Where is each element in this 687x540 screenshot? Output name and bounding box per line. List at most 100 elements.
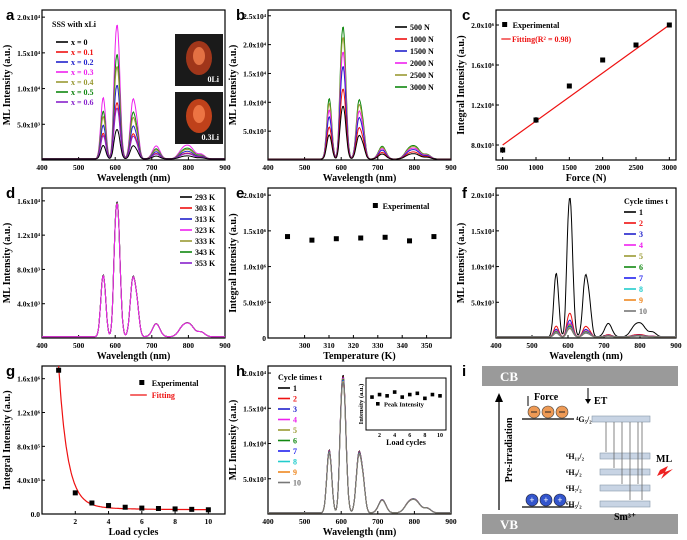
inset-point [423,396,427,401]
panel-c: c 500 1000 1500 2000 2500 3000 8.0x10⁵ 1.2x10⁶ 1.… [456,7,677,184]
x-tick-label: 900 [445,163,457,172]
inset-tick-label: 2 [378,433,381,439]
x-tick-label: 340 [397,341,409,350]
y-tick-label: 1.5x10⁴ [471,227,495,236]
x-tick-label: 400 [490,341,502,350]
pre-irradiation-label: Pre-irradiation [504,417,515,482]
x-axis-label: Force (N) [566,173,607,184]
legend-entry: Experimental [513,21,560,30]
x-tick-label: 400 [36,163,48,172]
legend-entry: x = 0.4 [71,78,94,87]
y-axis-label: ML Intensity (a.u.) [2,45,13,126]
y-tick-label: 5.0x10³ [243,475,267,484]
legend-entry: 10 [639,307,647,316]
legend-entry: Fitting(R² = 0.98) [512,35,572,44]
energy-level [599,500,651,508]
chart-title: SSS with xLi [52,20,97,29]
panel-label-c: c [462,7,470,24]
electron [539,493,553,507]
series-line-323-K [42,203,225,338]
panel-e: e 300 310 320 330 340 350 0 5.0x10⁵ 1.0x10⁶ 1.5x10… [228,185,452,362]
y-tick-label: 1.5x10⁶ [243,227,267,236]
panel-b: b 400 500 600 700 800 900 5.0x10³ 1.0x10⁴ 1.5x10⁴… [228,7,457,184]
legend-entry: 293 K [195,193,216,202]
y-tick-label: 2.0x10⁴ [243,41,267,50]
x-tick-label: 900 [670,341,682,350]
data-point [155,506,161,512]
inset-point [385,394,389,398]
data-point [566,83,572,89]
inset-label: 0Li [207,75,219,84]
plot-frame-d [41,187,226,339]
x-tick-label: 6 [140,517,144,526]
level-label: ⁶H₇/₂ [566,484,582,493]
y-tick-label: 1.2x10⁶ [17,409,41,418]
plot-frame-e [267,187,452,339]
x-tick-label: 500 [73,163,85,172]
legend-entry: x = 0.2 [71,58,94,67]
data-point [189,506,195,512]
data-point [106,503,112,509]
legend-entry: Fitting [152,391,175,400]
legend-entry: x = 0.5 [71,88,94,97]
data-point [309,237,315,243]
panel-label-f: f [462,185,468,202]
y-tick-label: 2.0x10⁶ [243,191,267,200]
x-tick-label: 600 [562,341,574,350]
valence-band [482,514,678,534]
x-tick-label: 700 [146,163,158,172]
legend-entry: 4 [639,241,643,250]
y-tick-label: 1.0x10⁴ [17,85,41,94]
legend-entry: 5 [293,426,297,435]
x-tick-label: 700 [598,341,610,350]
plus-sign: + [557,495,562,505]
series-line-1 [496,197,676,338]
y-tick-label: 0.0 [31,510,41,519]
x-tick-label: 600 [336,163,348,172]
y-tick-label: 8.0x10⁵ [471,141,495,150]
x-tick-label: 2000 [595,163,610,172]
ml-label: ML [656,454,672,465]
legend-entry: 303 K [195,204,216,213]
inset-point [400,395,405,399]
legend-entry: 4 [293,416,297,425]
x-tick-label: 2500 [629,163,644,172]
panel-label-d: d [6,185,15,202]
y-tick-label: 1.0x10⁴ [243,98,267,107]
legend-entry: 2 [293,395,297,404]
panel-i: i CB VB Pre-irradiation Force ⁴G₅/₂ET ⁶H₁₁/₂ ⁶H… [462,363,678,534]
electron [525,493,539,507]
legend-entry: 7 [639,274,643,283]
x-tick-label: 400 [36,341,48,350]
data-point [500,147,506,153]
y-tick-label: 1.6x10⁶ [471,61,495,70]
force-label: Force [534,392,559,403]
data-point [633,42,639,48]
x-tick-label: 4 [107,517,111,526]
y-tick-label: 2.0x10⁶ [471,21,495,30]
series-line-10 [496,328,676,338]
panel-label-e: e [236,185,244,202]
y-tick-label: 8.0x10³ [17,265,41,274]
x-tick-label: 500 [526,341,538,350]
plot-frame-b [267,9,452,161]
x-tick-label: 800 [409,517,421,526]
x-tick-label: 900 [445,517,457,526]
ion-label: Sm³⁺ [614,512,636,523]
series-line-10 [268,381,451,514]
y-axis-label: Integral Intensity (a.u.) [228,213,239,312]
y-tick-label: 1.6x10⁶ [17,375,41,384]
x-tick-label: 700 [372,517,384,526]
legend-marker [139,380,145,385]
legend-entry: 2500 N [410,71,434,80]
panel-h: h 400 500 600 700 800 900 5.0x10³ 1.0x10⁴ 1.5x10⁴… [228,363,457,538]
legend-entry: x = 0.6 [71,98,94,107]
legend-entry: 3 [293,405,297,414]
legend-entry: 353 K [195,259,216,268]
legend-entry: 9 [639,296,643,305]
y-tick-label: 1.5x10⁴ [17,49,41,58]
inset-legend-marker [376,402,380,406]
emission-bolt [657,466,673,479]
energy-level [599,468,651,476]
